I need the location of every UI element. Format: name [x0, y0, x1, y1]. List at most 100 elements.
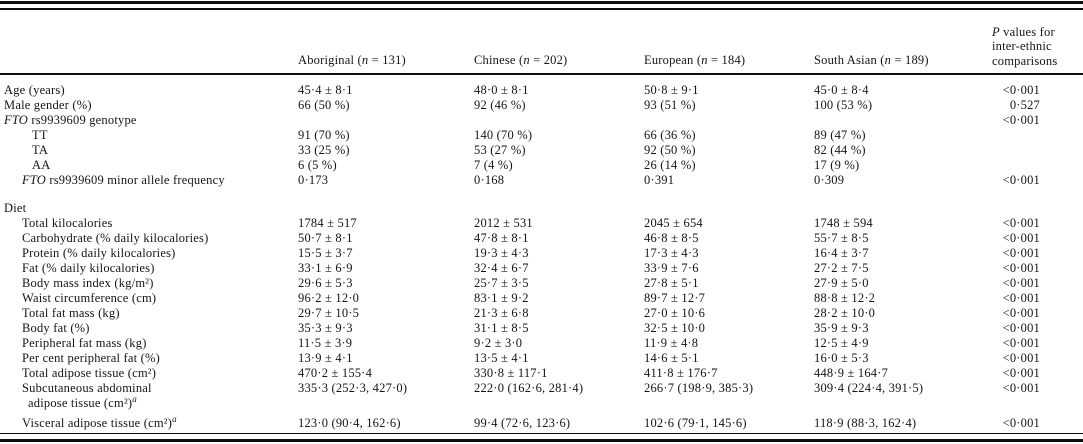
cell-p-value: <0·001 [992, 113, 1083, 128]
cell-p-value: <0·001 [992, 276, 1083, 291]
cell-chinese: 13·5 ± 4·1 [474, 351, 529, 365]
cell-aboriginal: 33·1 ± 6·9 [298, 261, 353, 275]
cell-aboriginal: 66 (50 %) [298, 98, 350, 112]
p-value: <0·001 [1002, 366, 1040, 380]
table-row: Total kilocalories 1784 ± 517 2012 ± 531 20… [0, 216, 1083, 231]
cell-aboriginal: 123·0 (90·4, 162·6) [298, 416, 401, 430]
cell-european: 66 (36 %) [644, 128, 696, 142]
cell-aboriginal: 50·7 ± 8·1 [298, 231, 353, 245]
table-header-row: Aboriginal (n = 131) Chinese (n = 202) E… [0, 10, 1083, 75]
cell-aboriginal: 45·4 ± 8·1 [298, 83, 353, 97]
row-label-line: Carbohydrate (% daily kilocalories) [4, 231, 298, 246]
table-body: Age (years) 45·4 ± 8·1 48·0 ± 8·1 50·8 ± 9·… [0, 75, 1083, 431]
text-segment: n [523, 53, 530, 67]
p-value: <0·001 [1002, 113, 1040, 127]
cell-south-asian: 88·8 ± 12·2 [814, 291, 876, 305]
text-segment: adipose tissue (cm²) [28, 396, 133, 410]
text-segment: Peripheral fat mass (kg) [22, 336, 147, 350]
cell-row-label: Carbohydrate (% daily kilocalories) [0, 231, 298, 246]
cell-p-value: <0·001 [992, 416, 1083, 431]
row-label-line: Protein (% daily kilocalories) [4, 246, 298, 261]
row-label-line: Peripheral fat mass (kg) [4, 336, 298, 351]
cell-south-asian: 45·0 ± 8·4 [814, 83, 869, 97]
cell-south-asian: 309·4 (224·4, 391·5) [814, 381, 924, 395]
text-segment: n [701, 53, 708, 67]
text-segment: = 189) [891, 53, 929, 67]
cell-european: 92 (50 %) [644, 143, 696, 157]
text-segment: South Asian ( [814, 53, 885, 67]
p-header-line: inter-ethnic [992, 39, 1083, 54]
cell-chinese: 48·0 ± 8·1 [474, 83, 529, 97]
cell-european: 102·6 (79·1, 145·6) [644, 416, 747, 430]
cell-european: 89·7 ± 12·7 [644, 291, 706, 305]
row-label-line: TA [4, 143, 298, 158]
cell-european: 33·9 ± 7·6 [644, 261, 699, 275]
text-segment: Male gender (%) [4, 98, 92, 112]
table-row: Protein (% daily kilocalories) 15·5 ± 3·7… [0, 246, 1083, 261]
cell-south-asian: 100 (53 %) [814, 98, 873, 112]
text-segment: Age (years) [4, 83, 65, 97]
row-label-line: FTO rs9939609 minor allele frequency [4, 173, 298, 188]
table-row: Total fat mass (kg) 29·7 ± 10·5 21·3 ± 6·8… [0, 306, 1083, 321]
cell-chinese: 53 (27 %) [474, 143, 526, 157]
text-segment: Per cent peripheral fat (%) [22, 351, 160, 365]
cell-p-value: 0·527 [992, 98, 1083, 113]
text-segment: Protein (% daily kilocalories) [22, 246, 176, 260]
cell-aboriginal: 335·3 (252·3, 427·0) [298, 381, 408, 395]
cell-chinese: 32·4 ± 6·7 [474, 261, 529, 275]
cell-aboriginal: 11·5 ± 3·9 [298, 336, 353, 350]
cell-european: 266·7 (198·9, 385·3) [644, 381, 754, 395]
p-value: <0·001 [1002, 291, 1040, 305]
cell-row-label: Protein (% daily kilocalories) [0, 246, 298, 261]
text-segment: = 131) [368, 53, 406, 67]
row-label-line: Male gender (%) [4, 98, 298, 113]
cell-p-value: <0·001 [992, 381, 1083, 396]
text-segment: Total fat mass (kg) [22, 306, 120, 320]
row-label-line: Subcutaneous abdominal [4, 381, 298, 396]
p-header-line: P values for [992, 25, 1083, 40]
cell-aboriginal: 35·3 ± 9·3 [298, 321, 353, 335]
table-row: TT 91 (70 %) 140 (70 %) 66 (36 %) 89 (47 %) [0, 128, 1083, 143]
cell-chinese: 0·168 [474, 173, 505, 187]
cell-aboriginal: 6 (5 %) [298, 158, 337, 172]
cell-south-asian: 118·9 (88·3, 162·4) [814, 416, 917, 430]
p-value: <0·001 [1002, 381, 1040, 395]
cell-chinese: 47·8 ± 8·1 [474, 231, 529, 245]
column-header-aboriginal: Aboriginal (n = 131) [298, 53, 474, 68]
p-value: <0·001 [1002, 306, 1040, 320]
row-label-line: Fat (% daily kilocalories) [4, 261, 298, 276]
bottom-double-rule-thin [0, 433, 1083, 434]
cell-p-value: <0·001 [992, 173, 1083, 188]
text-segment: n [361, 53, 369, 67]
text-segment: European ( [644, 53, 702, 67]
cell-row-label: Waist circumference (cm) [0, 291, 298, 306]
cell-row-label: Body fat (%) [0, 321, 298, 336]
table-row: AA 6 (5 %) 7 (4 %) 26 (14 %) 17 (9 %) [0, 158, 1083, 173]
row-label-line: Total adipose tissue (cm²) [4, 366, 298, 381]
cell-row-label: Subcutaneous abdominal adipose tissue (cm… [0, 381, 298, 411]
bottom-double-rule [0, 433, 1083, 444]
cell-row-label: Fat (% daily kilocalories) [0, 261, 298, 276]
cell-row-label: Age (years) [0, 83, 298, 98]
text-segment: rs9939609 minor allele frequency [46, 173, 225, 187]
cell-south-asian: 12·5 ± 4·9 [814, 336, 869, 350]
table-row: Per cent peripheral fat (%) 13·9 ± 4·1 13·… [0, 351, 1083, 366]
cell-chinese: 2012 ± 531 [474, 216, 533, 230]
cell-aboriginal: 15·5 ± 3·7 [298, 246, 353, 260]
text-segment: = 202) [529, 53, 568, 67]
text-segment: Fat (% daily kilocalories) [22, 261, 155, 275]
p-value: 0·527 [1009, 98, 1040, 112]
p-value: <0·001 [1002, 276, 1040, 290]
cell-chinese: 21·3 ± 6·8 [474, 306, 529, 320]
row-label-line: Waist circumference (cm) [4, 291, 298, 306]
cell-chinese: 9·2 ± 3·0 [474, 336, 523, 350]
p-value: <0·001 [1002, 336, 1040, 350]
text-segment: a [132, 393, 137, 404]
cell-p-value: <0·001 [992, 246, 1083, 261]
p-value: <0·001 [1002, 83, 1040, 97]
cell-row-label: Peripheral fat mass (kg) [0, 336, 298, 351]
cell-p-value: <0·001 [992, 291, 1083, 306]
cell-european: 46·8 ± 8·5 [644, 231, 699, 245]
text-segment: TA [32, 143, 49, 157]
